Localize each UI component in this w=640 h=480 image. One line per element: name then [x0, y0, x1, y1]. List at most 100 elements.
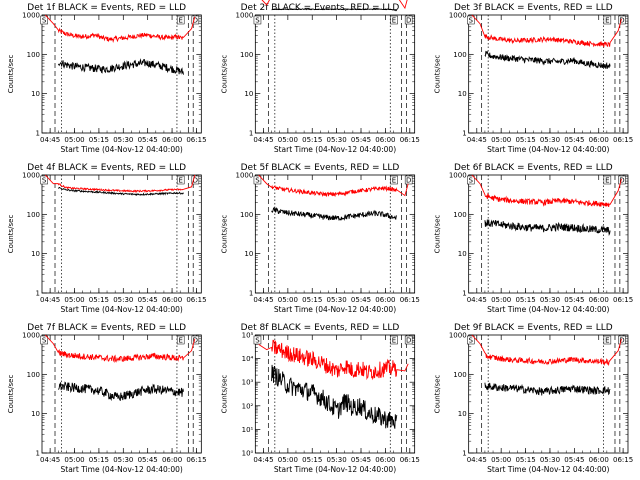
y-tick-label: 1000 — [236, 12, 254, 20]
lld-series-line — [44, 334, 196, 364]
plot-frame — [41, 334, 202, 454]
x-tick-label: 04:45 — [40, 296, 60, 304]
y-tick-label: 1000 — [22, 12, 40, 20]
x-axis-label: Start Time (04-Nov-12 04:40:00) — [487, 465, 609, 474]
chart-title: Det 9f BLACK = Events, RED = LLD — [454, 323, 613, 333]
x-axis-label: Start Time (04-Nov-12 04:40:00) — [487, 145, 609, 154]
x-tick-label: 04:45 — [40, 136, 60, 144]
x-axis-label: Start Time (04-Nov-12 04:40:00) — [487, 305, 609, 314]
marker-label: D — [619, 17, 624, 25]
x-axis-label: Start Time (04-Nov-12 04:40:00) — [274, 305, 396, 314]
y-tick-label: 1000 — [449, 172, 467, 180]
y-tick-label: 10 — [458, 410, 467, 418]
x-tick-label: 05:30 — [540, 136, 560, 144]
chart-panel-6: Det 6f BLACK = Events, RED = LLD 1 10 100 10… — [434, 163, 634, 314]
events-series-line — [271, 364, 398, 429]
marker-box — [253, 335, 262, 345]
y-tick-label: 10 — [31, 250, 40, 258]
x-tick-label: 05:00 — [278, 136, 298, 144]
marker-box — [40, 175, 48, 185]
y-tick-label: 10 — [31, 410, 40, 418]
plot-frame — [254, 334, 416, 454]
x-tick-label: 05:15 — [89, 296, 109, 304]
x-tick-label: 05:00 — [64, 456, 84, 464]
chart-panel-5: Det 5f BLACK = Events, RED = LLD 1 10 100 10… — [220, 163, 420, 314]
lld-series-line — [44, 14, 196, 44]
marker-label: E — [392, 177, 396, 185]
plot-frame — [254, 174, 416, 294]
x-tick-label: 05:30 — [540, 296, 560, 304]
marker-box — [603, 15, 612, 25]
events-series-line — [271, 8, 398, 12]
x-tick-label: 05:30 — [113, 296, 133, 304]
x-tick-label: 05:15 — [89, 456, 109, 464]
chart-panel-7: Det 7f BLACK = Events, RED = LLD 1 10 100 10… — [7, 323, 207, 474]
marker-label: S — [42, 17, 47, 25]
plot-frame — [41, 174, 202, 294]
y-tick-label: 1000 — [449, 12, 467, 20]
marker-label: E — [392, 337, 396, 345]
x-tick-label: 05:45 — [564, 296, 584, 304]
x-tick-label: 05:15 — [302, 296, 322, 304]
lld-series-line — [258, 174, 409, 198]
y-tick-label: 10² — [242, 402, 254, 410]
y-tick-label: 1000 — [236, 172, 254, 180]
x-tick-label: 06:15 — [400, 136, 420, 144]
x-tick-label: 06:15 — [400, 296, 420, 304]
y-tick-label: 1 — [36, 130, 40, 138]
x-tick-label: 04:45 — [467, 296, 487, 304]
x-tick-label: 05:15 — [302, 456, 322, 464]
y-tick-label: 100 — [240, 51, 253, 59]
marker-box — [618, 15, 626, 25]
x-tick-label: 05:00 — [278, 296, 298, 304]
x-tick-label: 05:45 — [138, 456, 158, 464]
marker-label: E — [178, 337, 182, 345]
x-axis-label: Start Time (04-Nov-12 04:40:00) — [274, 465, 396, 474]
events-series-line — [484, 382, 611, 396]
chart-title: Det 1f BLACK = Events, RED = LLD — [27, 3, 186, 13]
marker-label: E — [392, 17, 396, 25]
y-tick-label: 1 — [462, 450, 466, 458]
x-tick-label: 06:15 — [400, 456, 420, 464]
chart-title: Det 4f BLACK = Events, RED = LLD — [27, 163, 186, 173]
marker-box — [176, 175, 185, 185]
x-tick-label: 05:30 — [113, 136, 133, 144]
events-series-line — [271, 207, 398, 221]
x-tick-label: 06:00 — [589, 296, 609, 304]
y-axis-label: Counts/sec — [434, 375, 442, 414]
marker-label: D — [406, 337, 411, 345]
x-tick-label: 06:15 — [613, 456, 633, 464]
marker-label: E — [178, 177, 182, 185]
y-tick-label: 10 — [458, 90, 467, 98]
x-tick-label: 05:00 — [64, 136, 84, 144]
x-axis-label: Start Time (04-Nov-12 04:40:00) — [61, 145, 183, 154]
y-tick-label: 10⁰ — [242, 450, 254, 458]
chart-panel-3: Det 3f BLACK = Events, RED = LLD 1 10 100 10… — [434, 3, 634, 154]
x-tick-label: 05:30 — [113, 456, 133, 464]
marker-label: S — [42, 177, 47, 185]
lld-series-line — [471, 174, 622, 208]
x-tick-label: 05:45 — [351, 136, 371, 144]
x-tick-label: 04:45 — [253, 456, 273, 464]
x-tick-label: 06:00 — [162, 136, 182, 144]
events-series-line — [58, 186, 184, 197]
y-tick-label: 1 — [462, 290, 466, 298]
y-axis-label: Counts/sec — [434, 55, 442, 94]
chart-title: Det 8f BLACK = Events, RED = LLD — [241, 323, 400, 333]
marker-label: D — [193, 337, 198, 345]
y-tick-label: 10⁵ — [242, 332, 254, 340]
marker-box — [40, 15, 48, 25]
chart-title: Det 5f BLACK = Events, RED = LLD — [241, 163, 400, 173]
x-tick-label: 05:45 — [138, 136, 158, 144]
y-tick-label: 1 — [249, 290, 253, 298]
plot-frame — [468, 334, 629, 454]
x-tick-label: 05:15 — [302, 136, 322, 144]
y-tick-label: 10³ — [242, 379, 254, 387]
plot-frame — [468, 174, 629, 294]
x-tick-label: 05:45 — [351, 456, 371, 464]
marker-label: S — [255, 337, 260, 345]
y-tick-label: 1000 — [22, 332, 40, 340]
chart-panel-1: Det 1f BLACK = Events, RED = LLD 1 10 100 10… — [7, 3, 207, 154]
chart-title: Det 7f BLACK = Events, RED = LLD — [27, 323, 186, 333]
y-axis-label: Counts/sec — [434, 215, 442, 254]
